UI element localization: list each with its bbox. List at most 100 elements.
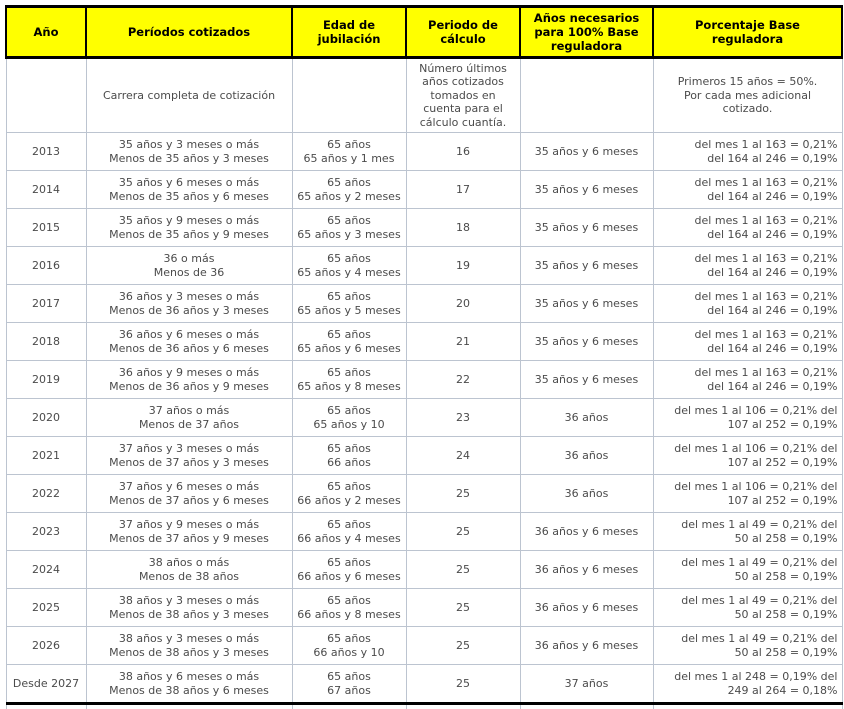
cell-periodo-calculo: 21 xyxy=(406,323,520,361)
stub-cell xyxy=(653,704,842,709)
cell-anos-necesarios: 36 años y 6 meses xyxy=(520,513,653,551)
col-header-periodos-cotizados: Períodos cotizados xyxy=(86,7,292,58)
stub-cell xyxy=(6,704,86,709)
cell-porcentaje-base: del mes 1 al 163 = 0,21%del 164 al 246 =… xyxy=(653,209,842,247)
cell-anos-necesarios: 35 años y 6 meses xyxy=(520,133,653,171)
stub-cell xyxy=(86,704,292,709)
cell-periodo-calculo: 25 xyxy=(406,627,520,665)
stub-row xyxy=(6,704,842,709)
cell-anos-necesarios: 36 años xyxy=(520,437,653,475)
cell-anos-necesarios: 35 años y 6 meses xyxy=(520,323,653,361)
stub-cell xyxy=(520,704,653,709)
stub-cell xyxy=(406,704,520,709)
cell-ano: 2016 xyxy=(6,247,86,285)
cell-anos-necesarios: 35 años y 6 meses xyxy=(520,361,653,399)
subheader-row: Carrera completa de cotización Número úl… xyxy=(6,58,842,133)
cell-porcentaje-base: del mes 1 al 163 = 0,21%del 164 al 246 =… xyxy=(653,361,842,399)
cell-anos-necesarios: 35 años y 6 meses xyxy=(520,209,653,247)
subheader-cell-periodos: Carrera completa de cotización xyxy=(86,58,292,133)
cell-porcentaje-base: del mes 1 al 163 = 0,21%del 164 al 246 =… xyxy=(653,133,842,171)
cell-ano: 2019 xyxy=(6,361,86,399)
stub-cell xyxy=(292,704,406,709)
cell-ano: 2025 xyxy=(6,589,86,627)
cell-ano: 2015 xyxy=(6,209,86,247)
cell-periodo-calculo: 25 xyxy=(406,475,520,513)
cell-ano: 2024 xyxy=(6,551,86,589)
cell-ano: 2021 xyxy=(6,437,86,475)
cell-periodo-calculo: 17 xyxy=(406,171,520,209)
cell-anos-necesarios: 35 años y 6 meses xyxy=(520,247,653,285)
cell-periodo-calculo: 25 xyxy=(406,665,520,704)
cell-periodo-calculo: 24 xyxy=(406,437,520,475)
cell-periodo-calculo: 22 xyxy=(406,361,520,399)
cell-periodo-calculo: 18 xyxy=(406,209,520,247)
cell-ano: 2017 xyxy=(6,285,86,323)
cell-porcentaje-base: del mes 1 al 163 = 0,21%del 164 al 246 =… xyxy=(653,285,842,323)
cell-anos-necesarios: 35 años y 6 meses xyxy=(520,285,653,323)
subheader-cell-porcentaje: Primeros 15 años = 50%.Por cada mes adic… xyxy=(653,58,842,133)
cell-ano: 2018 xyxy=(6,323,86,361)
cell-periodo-calculo: 25 xyxy=(406,513,520,551)
cell-anos-necesarios: 36 años xyxy=(520,475,653,513)
cell-anos-necesarios: 36 años y 6 meses xyxy=(520,627,653,665)
cell-ano: 2020 xyxy=(6,399,86,437)
cell-ano: 2023 xyxy=(6,513,86,551)
cell-ano: Desde 2027 xyxy=(6,665,86,704)
cell-anos-necesarios: 36 años y 6 meses xyxy=(520,551,653,589)
cell-anos-necesarios: 35 años y 6 meses xyxy=(520,171,653,209)
cell-periodo-calculo: 23 xyxy=(406,399,520,437)
cell-ano: 2026 xyxy=(6,627,86,665)
subheader-cell-ano xyxy=(6,58,86,133)
cell-periodo-calculo: 20 xyxy=(406,285,520,323)
